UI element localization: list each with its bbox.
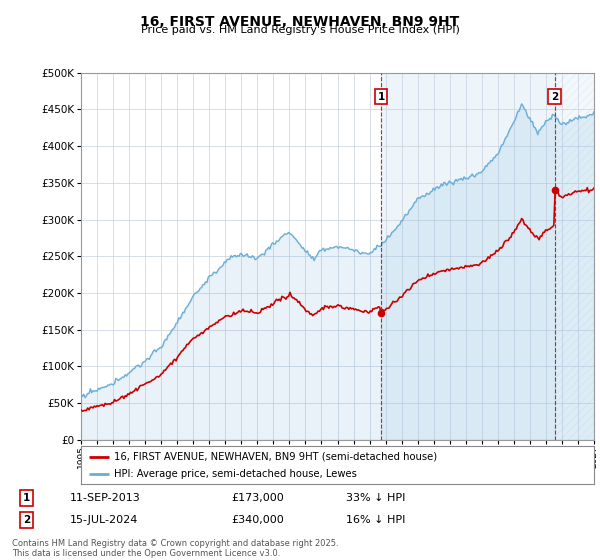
Text: 2: 2	[551, 92, 558, 102]
Text: Price paid vs. HM Land Registry's House Price Index (HPI): Price paid vs. HM Land Registry's House …	[140, 25, 460, 35]
Text: 16, FIRST AVENUE, NEWHAVEN, BN9 9HT (semi-detached house): 16, FIRST AVENUE, NEWHAVEN, BN9 9HT (sem…	[115, 451, 437, 461]
Text: 16% ↓ HPI: 16% ↓ HPI	[346, 515, 406, 525]
Bar	[381, 73, 554, 440]
Text: 2: 2	[23, 515, 30, 525]
Text: Contains HM Land Registry data © Crown copyright and database right 2025.
This d: Contains HM Land Registry data © Crown c…	[12, 539, 338, 558]
Text: 1: 1	[377, 92, 385, 102]
Bar	[554, 73, 594, 440]
Text: £173,000: £173,000	[231, 493, 284, 503]
Text: HPI: Average price, semi-detached house, Lewes: HPI: Average price, semi-detached house,…	[115, 469, 357, 479]
Text: 15-JUL-2024: 15-JUL-2024	[70, 515, 138, 525]
Text: 33% ↓ HPI: 33% ↓ HPI	[346, 493, 406, 503]
Text: £340,000: £340,000	[231, 515, 284, 525]
Text: 16, FIRST AVENUE, NEWHAVEN, BN9 9HT: 16, FIRST AVENUE, NEWHAVEN, BN9 9HT	[140, 15, 460, 29]
Text: 1: 1	[23, 493, 30, 503]
Text: 11-SEP-2013: 11-SEP-2013	[70, 493, 140, 503]
